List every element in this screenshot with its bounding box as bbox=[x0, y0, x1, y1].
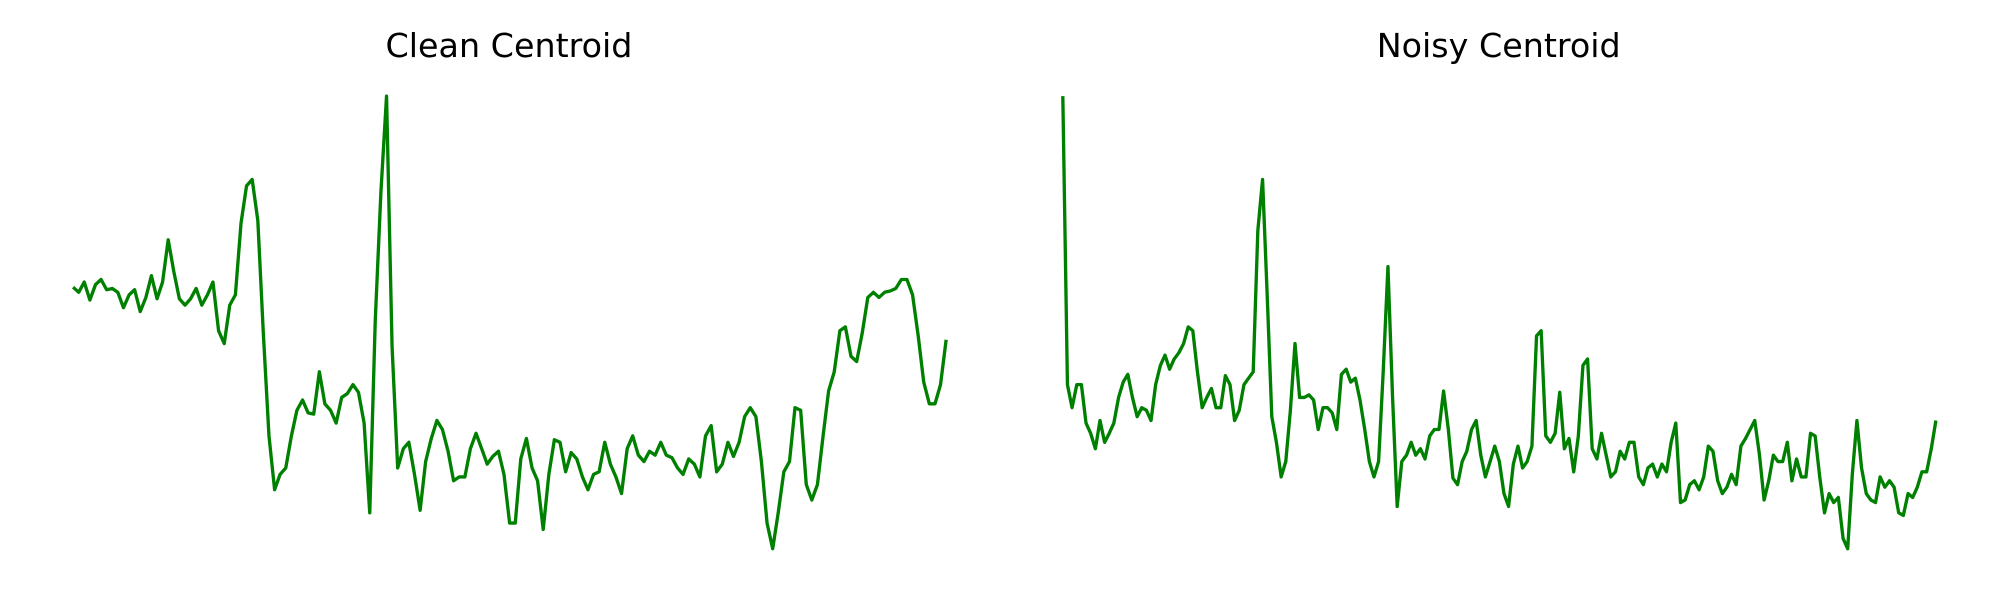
chart-title: Noisy Centroid bbox=[1377, 26, 1621, 65]
line-series bbox=[1061, 96, 1938, 551]
chart-title: Clean Centroid bbox=[386, 26, 633, 65]
line-series bbox=[71, 94, 948, 551]
